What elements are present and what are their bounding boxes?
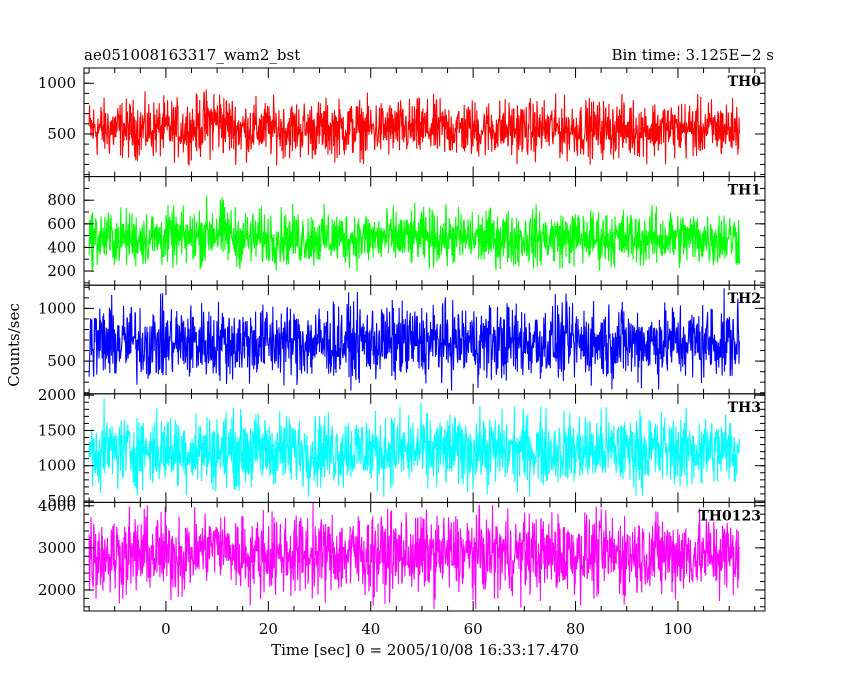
x-tick-label: 80 <box>566 620 585 638</box>
x-tick-label: 100 <box>664 620 693 638</box>
panel-label: TH0 <box>728 74 762 90</box>
y-tick-label: 400 <box>47 238 76 256</box>
series-th0 <box>88 89 740 166</box>
series-th0123 <box>88 502 740 609</box>
panel-th0: 500 1000 TH0 <box>38 67 766 178</box>
series-th3 <box>88 398 740 497</box>
panel-th0123: 2000 3000 4000 TH0123 <box>38 497 766 612</box>
y-tick-label: 1000 <box>38 457 76 475</box>
y-tick-label: 3000 <box>38 539 76 557</box>
panel-th2: 500 1000 TH2 <box>38 284 766 395</box>
panel-label: TH1 <box>728 183 761 199</box>
y-tick-label: 500 <box>47 125 76 143</box>
y-tick-label: 500 <box>47 352 76 370</box>
series-th2 <box>88 288 740 391</box>
x-tick-label: 60 <box>464 620 483 638</box>
chart-title-left: ae051008163317_wam2_bst <box>84 46 300 64</box>
x-tick-label: 40 <box>361 620 380 638</box>
y-tick-label: 1000 <box>38 299 76 317</box>
y-tick-label: 1000 <box>38 74 76 92</box>
x-tick-label: 0 <box>161 620 171 638</box>
y-tick-label: 2000 <box>38 581 76 599</box>
y-tick-label: 200 <box>47 262 76 280</box>
series-th1 <box>88 195 740 273</box>
chart-title-right: Bin time: 3.125E−2 s <box>612 46 774 64</box>
y-tick-label: 500 <box>47 492 76 510</box>
x-tick-label: 20 <box>259 620 278 638</box>
x-axis-label: Time [sec] 0 = 2005/10/08 16:33:17.470 <box>271 641 579 659</box>
y-tick-label: 4000 <box>38 497 76 515</box>
y-tick-label: 800 <box>47 191 76 209</box>
panel-th3: 500 1000 1500 2000 TH3 <box>38 386 766 510</box>
panel-label: TH0123 <box>698 508 761 524</box>
y-tick-label: 600 <box>47 215 76 233</box>
panel-th1: 200 400 600 800 TH1 <box>47 176 766 286</box>
y-axis-label: Counts/sec <box>5 303 23 387</box>
panel-label: TH2 <box>728 291 761 307</box>
y-tick-label: 1500 <box>38 421 76 439</box>
y-tick-label: 2000 <box>38 386 76 404</box>
panel-label: TH3 <box>728 400 761 416</box>
